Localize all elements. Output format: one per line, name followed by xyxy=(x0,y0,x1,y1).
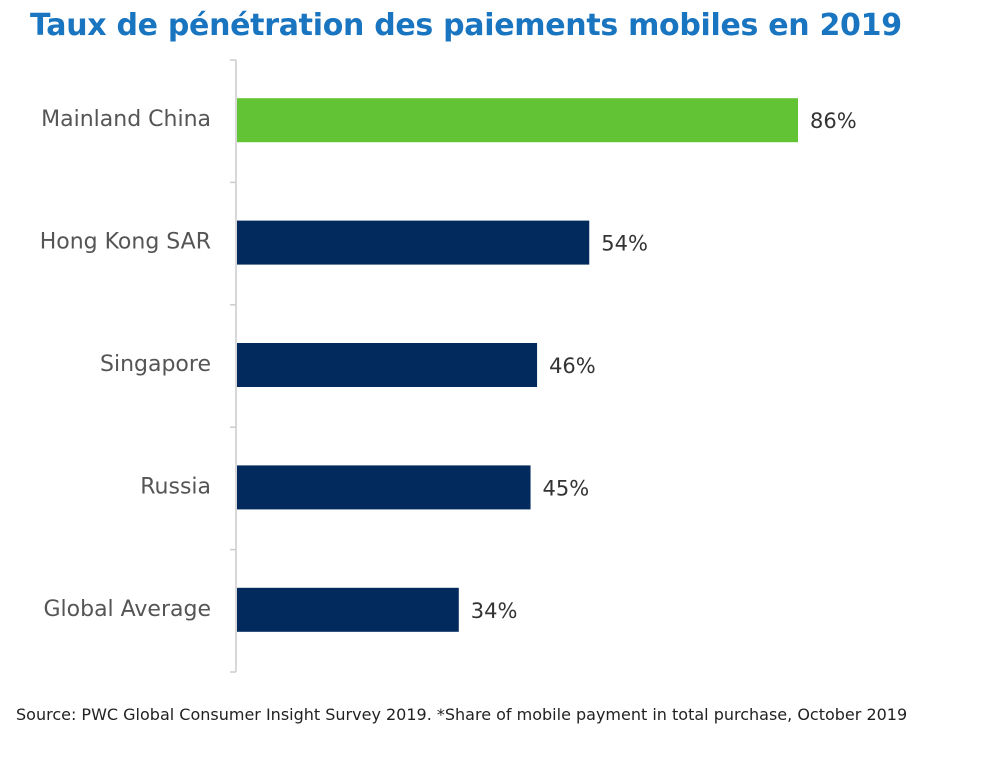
bar xyxy=(237,465,531,510)
value-labels: 86% 54% 46% 45% 34% xyxy=(471,109,857,623)
category-labels: Mainland China Hong Kong SAR Singapore Russ… xyxy=(40,107,211,622)
source-note: Source: PWC Global Consumer Insight Surv… xyxy=(16,705,908,724)
value-label: 45% xyxy=(543,476,590,500)
bar xyxy=(237,98,798,143)
y-axis-ticks xyxy=(230,59,236,673)
bar xyxy=(237,220,590,265)
category-label: Global Average xyxy=(43,597,211,622)
category-label: Singapore xyxy=(100,352,211,377)
category-label: Russia xyxy=(140,474,211,499)
value-label: 54% xyxy=(601,232,648,256)
value-label: 86% xyxy=(810,109,857,133)
bars-group xyxy=(237,98,798,632)
bar xyxy=(237,343,538,387)
value-label: 34% xyxy=(471,599,518,623)
value-label: 46% xyxy=(549,354,596,378)
chart-title: Taux de pénétration des paiements mobile… xyxy=(30,8,902,43)
bar xyxy=(237,587,459,632)
category-label: Hong Kong SAR xyxy=(40,230,211,255)
category-label: Mainland China xyxy=(41,107,211,132)
